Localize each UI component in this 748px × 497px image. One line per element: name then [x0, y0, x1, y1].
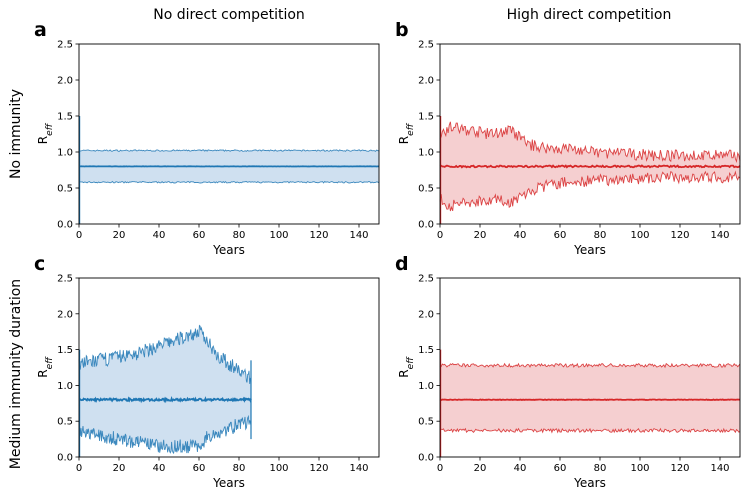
x-tick-label: 140 — [710, 463, 729, 474]
panel-c: 0 20 40 60 80 100 120 140 0.0 0.5 1.0 1.5 2.0 2.5 Year… — [34, 253, 380, 490]
band-fill — [440, 363, 740, 433]
y-axis-label: Reff — [36, 122, 55, 144]
y-tick-label: 2.0 — [418, 309, 434, 320]
x-tick-label: 20 — [474, 230, 487, 241]
y-tick-label: 1.5 — [57, 112, 73, 123]
lower-line — [79, 414, 252, 455]
y-tick-label: 1.5 — [418, 112, 434, 123]
y-tick-label: 2.5 — [418, 274, 434, 285]
x-tick-label: 100 — [269, 463, 288, 474]
axes-frame — [78, 43, 380, 225]
x-axis-label: Years — [573, 243, 606, 257]
row-title-top: No immunity — [8, 89, 24, 179]
x-tick-label: 0 — [76, 463, 82, 474]
x-tick-label: 60 — [193, 230, 206, 241]
x-tick-label: 140 — [710, 230, 729, 241]
x-tick-label: 140 — [349, 230, 368, 241]
x-tick-label: 120 — [309, 463, 328, 474]
column-title-left: No direct competition — [153, 7, 305, 23]
panel-letter: d — [395, 253, 409, 275]
y-tick-label: 2.5 — [418, 40, 434, 51]
y-tick-label: 0.0 — [418, 453, 434, 464]
x-tick-label: 120 — [670, 463, 689, 474]
column-title-right: High direct competition — [507, 7, 672, 23]
y-tick-label: 1.0 — [57, 381, 73, 392]
panel-a: 0 20 40 60 80 100 120 140 0.0 0.5 1.0 1.5 2.0 2.5 Year… — [34, 19, 380, 257]
x-tick-label: 100 — [630, 463, 649, 474]
x-tick-label: 40 — [514, 463, 527, 474]
x-tick-label: 40 — [153, 463, 166, 474]
x-tick-label: 20 — [113, 463, 126, 474]
x-tick-label: 100 — [630, 230, 649, 241]
y-tick-label: 2.0 — [418, 76, 434, 87]
mean-line — [439, 398, 741, 401]
y-tick-label: 1.0 — [418, 148, 434, 159]
panel-b: 0 20 40 60 80 100 120 140 0.0 0.5 1.0 1.5 2.0 2.5 Year… — [395, 19, 741, 257]
x-tick-label: 20 — [113, 230, 126, 241]
x-axis-label: Years — [212, 476, 245, 490]
y-tick-label: 2.5 — [57, 40, 73, 51]
lower-line — [439, 170, 741, 212]
x-tick-label: 0 — [437, 463, 443, 474]
y-tick-label: 1.5 — [418, 345, 434, 356]
lower-line — [439, 427, 741, 434]
x-tick-label: 100 — [269, 230, 288, 241]
x-tick-label: 60 — [554, 230, 567, 241]
x-tick-label: 60 — [554, 463, 567, 474]
x-tick-label: 40 — [153, 230, 166, 241]
x-tick-label: 0 — [76, 230, 82, 241]
y-tick-label: 2.5 — [57, 274, 73, 285]
panel-letter: c — [34, 253, 45, 275]
upper-line — [439, 121, 741, 164]
x-tick-label: 80 — [594, 463, 607, 474]
y-axis-label: Reff — [397, 356, 416, 378]
y-tick-label: 0.0 — [418, 220, 434, 231]
x-tick-label: 20 — [474, 463, 487, 474]
y-tick-label: 0.0 — [57, 453, 73, 464]
y-tick-label: 1.0 — [57, 148, 73, 159]
axes-frame — [439, 43, 741, 225]
y-tick-label: 0.0 — [57, 220, 73, 231]
y-tick-label: 1.0 — [418, 381, 434, 392]
x-tick-label: 60 — [193, 463, 206, 474]
band-fill — [79, 325, 251, 454]
x-tick-label: 0 — [437, 230, 443, 241]
panel-letter: a — [34, 19, 47, 41]
axes-frame — [78, 277, 380, 458]
x-tick-label: 140 — [349, 463, 368, 474]
x-tick-label: 40 — [514, 230, 527, 241]
x-tick-label: 80 — [594, 230, 607, 241]
x-axis-label: Years — [212, 243, 245, 257]
x-tick-label: 120 — [309, 230, 328, 241]
y-tick-label: 0.5 — [418, 417, 434, 428]
mean-line — [439, 164, 741, 169]
y-tick-label: 0.5 — [57, 184, 73, 195]
x-axis-label: Years — [573, 476, 606, 490]
y-tick-label: 2.0 — [57, 76, 73, 87]
x-tick-label: 120 — [670, 230, 689, 241]
x-tick-label: 80 — [233, 463, 246, 474]
y-tick-label: 0.5 — [57, 417, 73, 428]
lower-line — [78, 180, 380, 184]
y-axis-label: Reff — [36, 356, 55, 378]
y-axis-label: Reff — [397, 122, 416, 144]
upper-line — [78, 149, 380, 152]
y-tick-label: 1.5 — [57, 345, 73, 356]
upper-line — [78, 324, 252, 384]
y-tick-label: 2.0 — [57, 309, 73, 320]
panel-letter: b — [395, 19, 409, 41]
mean-line — [79, 395, 252, 404]
upper-line — [439, 362, 741, 369]
panel-d: 0 20 40 60 80 100 120 140 0.0 0.5 1.0 1.5 2.0 2.5 Year… — [395, 253, 741, 490]
y-tick-label: 0.5 — [418, 184, 434, 195]
axes-frame — [439, 277, 741, 458]
x-tick-label: 80 — [233, 230, 246, 241]
row-title-bottom: Medium immunity duration — [8, 279, 24, 469]
